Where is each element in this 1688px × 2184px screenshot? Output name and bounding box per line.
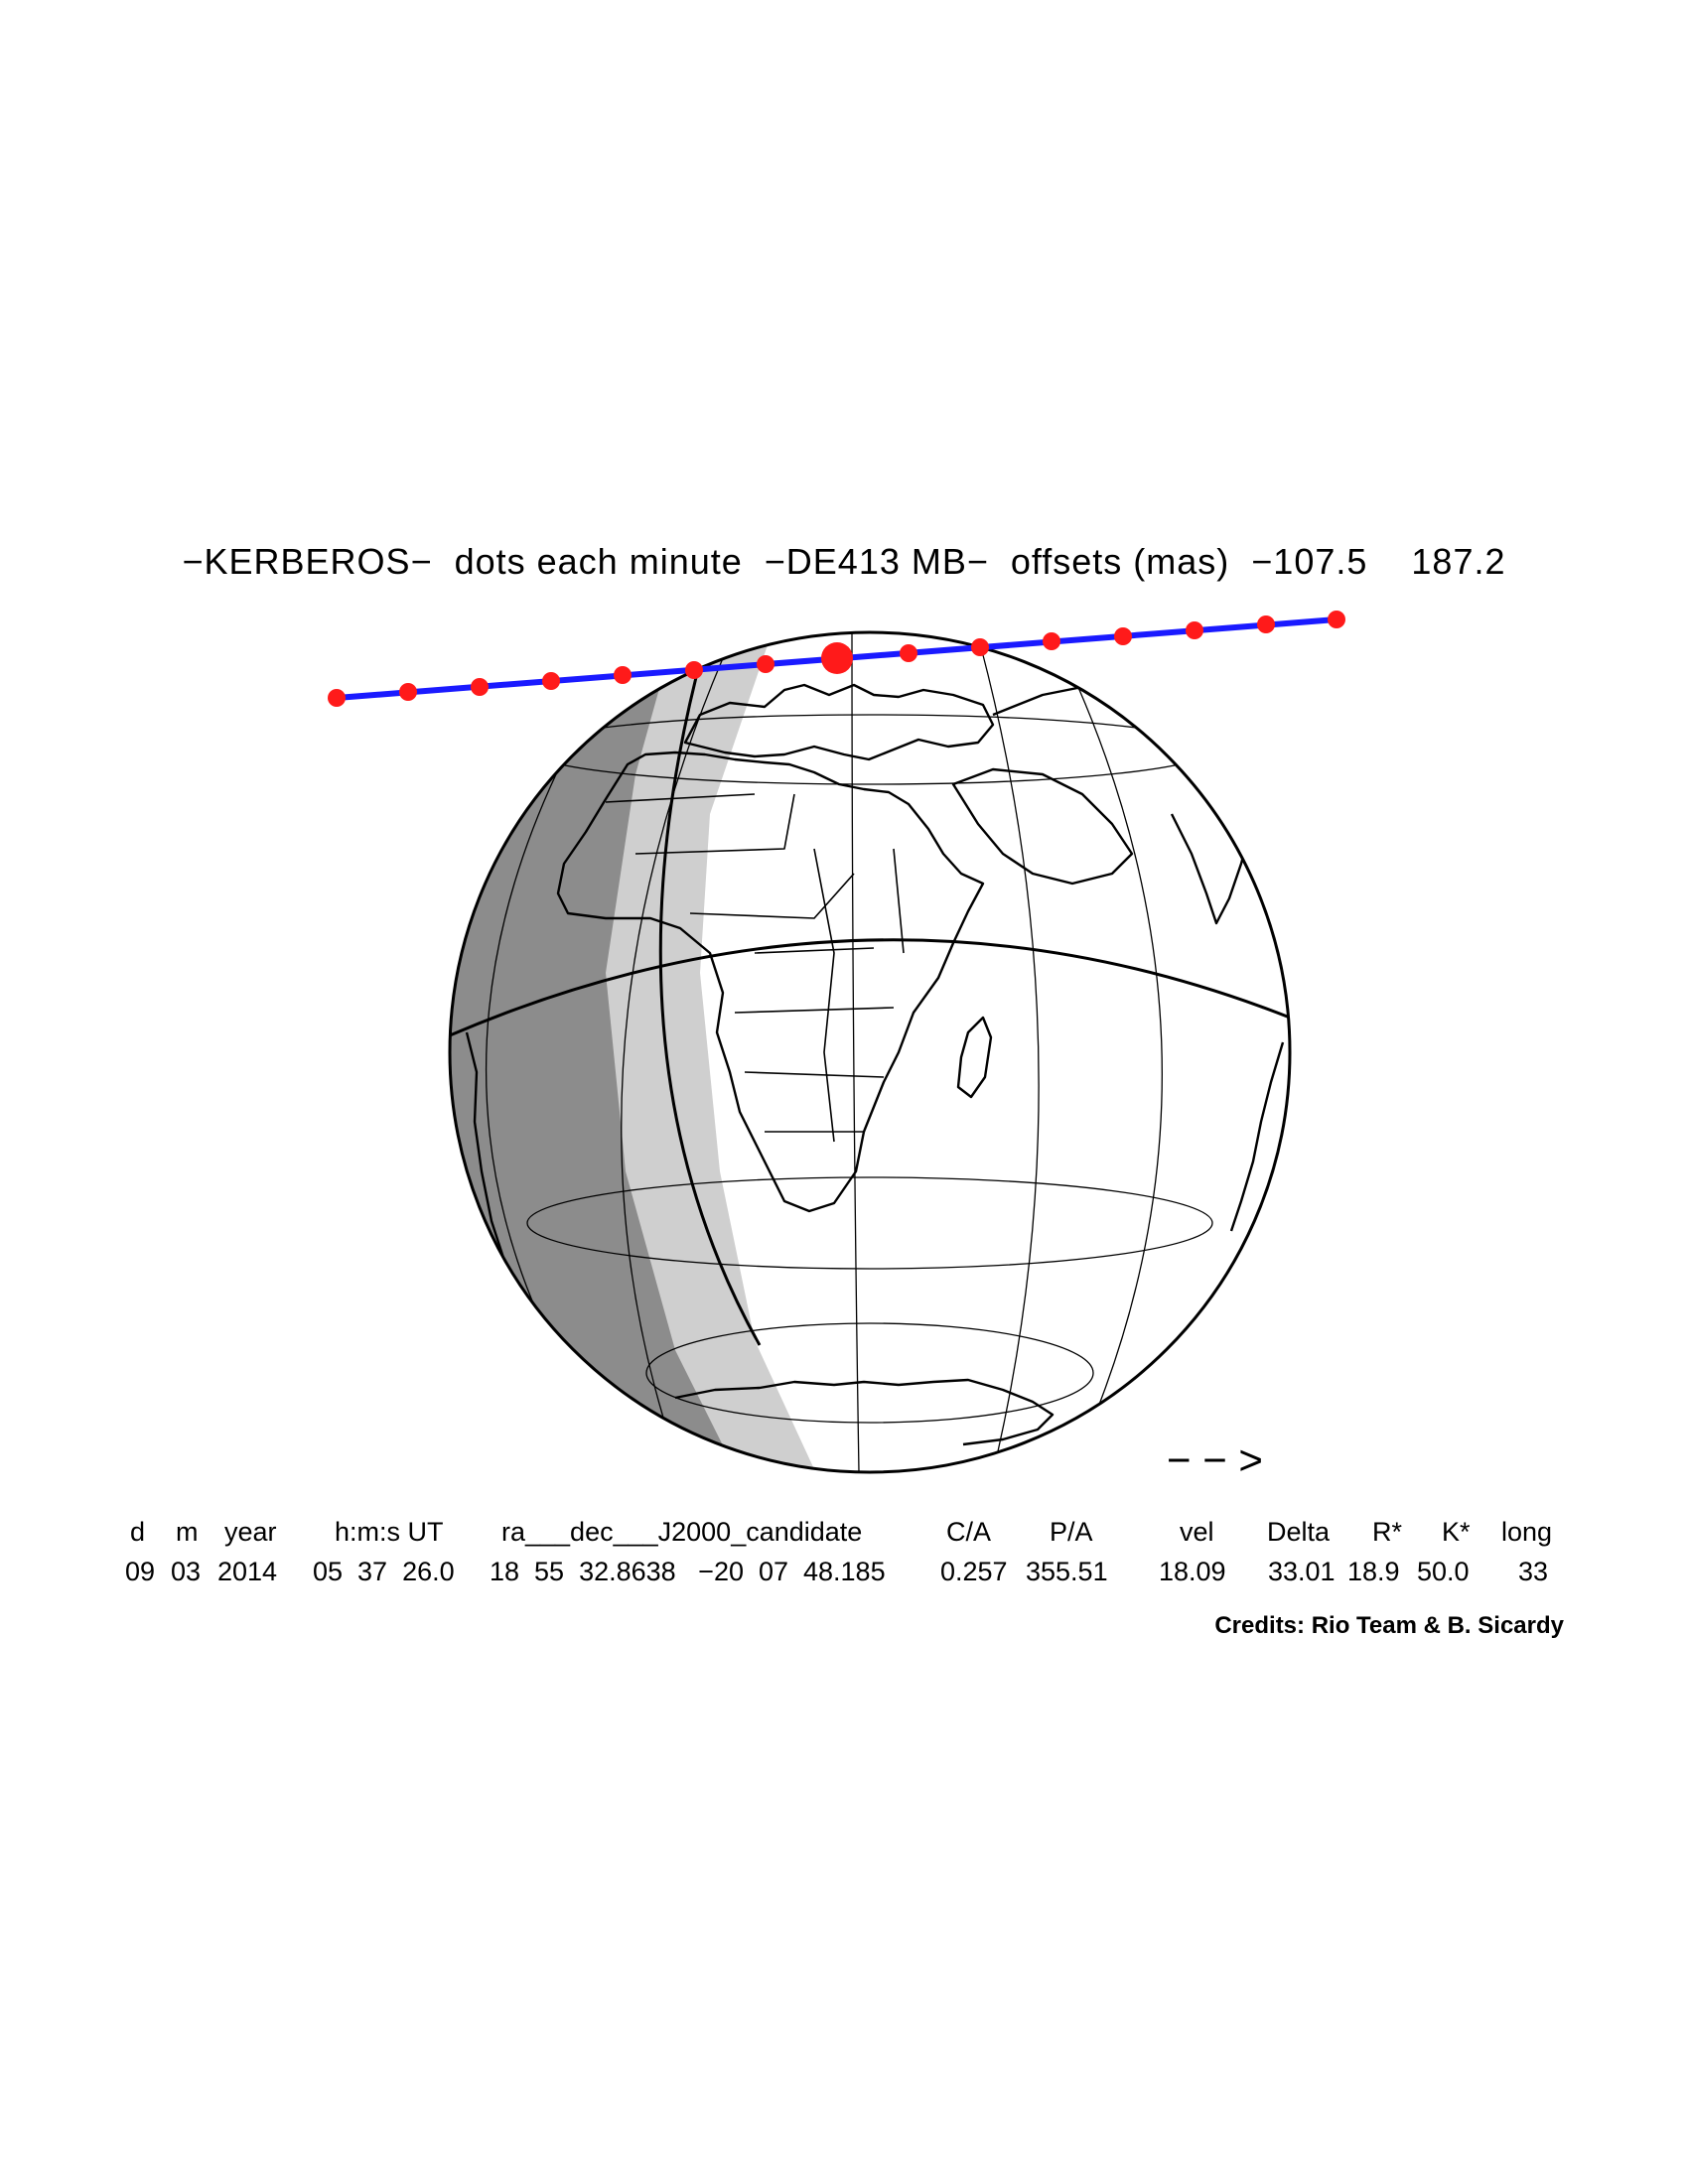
track-dot <box>1043 632 1060 650</box>
header-coordinates: ra___dec___J2000_candidate <box>501 1517 863 1547</box>
track-dot <box>328 689 346 707</box>
value-delta: 33.01 <box>1268 1557 1336 1586</box>
header-pa: P/A <box>1050 1517 1093 1547</box>
night-zone <box>450 632 755 1472</box>
europe-outline <box>683 683 995 761</box>
terminator-meridian <box>658 649 762 1346</box>
occultation-track <box>328 611 1345 707</box>
track-dot <box>971 638 989 656</box>
antarctica-outline <box>674 1378 1055 1446</box>
header-delta: Delta <box>1267 1517 1331 1547</box>
track-dot <box>542 672 560 690</box>
value-year: 2014 <box>217 1557 278 1586</box>
credits: Credits: Rio Team & B. Sicardy <box>1214 1612 1564 1639</box>
africa-outline <box>556 751 985 1213</box>
header-time: h:m:s UT <box>335 1517 444 1547</box>
track-dot <box>1114 627 1132 645</box>
equator-line <box>450 938 1290 1037</box>
globe-limb <box>448 630 1292 1474</box>
globe <box>448 630 1292 1474</box>
track-dot <box>685 661 703 679</box>
value-rstar: 18.9 <box>1347 1557 1400 1586</box>
header-vel: vel <box>1180 1517 1214 1547</box>
track-dot <box>614 666 632 684</box>
plot-title: −KERBEROS− dots each minute −DE413 MB− o… <box>182 541 1506 582</box>
track-dot <box>757 655 774 673</box>
value-month: 03 <box>171 1557 202 1586</box>
track-dot-central <box>821 642 853 674</box>
value-vel: 18.09 <box>1159 1557 1226 1586</box>
value-long: 33 <box>1518 1557 1549 1586</box>
header-day: d <box>130 1517 146 1547</box>
track-dot <box>1186 621 1203 639</box>
australia-limb-outline <box>1229 1041 1285 1232</box>
track-dot <box>471 678 489 696</box>
value-pa: 355.51 <box>1026 1557 1108 1586</box>
value-time: 05 37 26.0 <box>313 1557 455 1586</box>
arabia-outline <box>951 767 1134 886</box>
track-dot <box>399 683 417 701</box>
graticule <box>485 632 1213 1472</box>
value-kstar: 50.0 <box>1417 1557 1470 1586</box>
header-kstar: K* <box>1442 1517 1471 1547</box>
value-coordinates: 18 55 32.8638 −20 07 48.185 <box>490 1557 886 1586</box>
value-day: 09 <box>125 1557 156 1586</box>
africa-borders <box>605 793 905 1143</box>
header-long: long <box>1501 1517 1553 1547</box>
track-dot <box>1257 615 1275 633</box>
track-dot <box>1328 611 1345 628</box>
header-month: m <box>176 1517 199 1547</box>
madagascar-outline <box>956 1016 993 1099</box>
header-rstar: R* <box>1372 1517 1403 1547</box>
direction-arrow: − − > <box>1167 1436 1263 1483</box>
value-ca: 0.257 <box>940 1557 1008 1586</box>
header-year: year <box>224 1517 277 1547</box>
track-dot <box>900 644 917 662</box>
india-outline <box>1170 813 1251 925</box>
header-ca: C/A <box>946 1517 992 1547</box>
